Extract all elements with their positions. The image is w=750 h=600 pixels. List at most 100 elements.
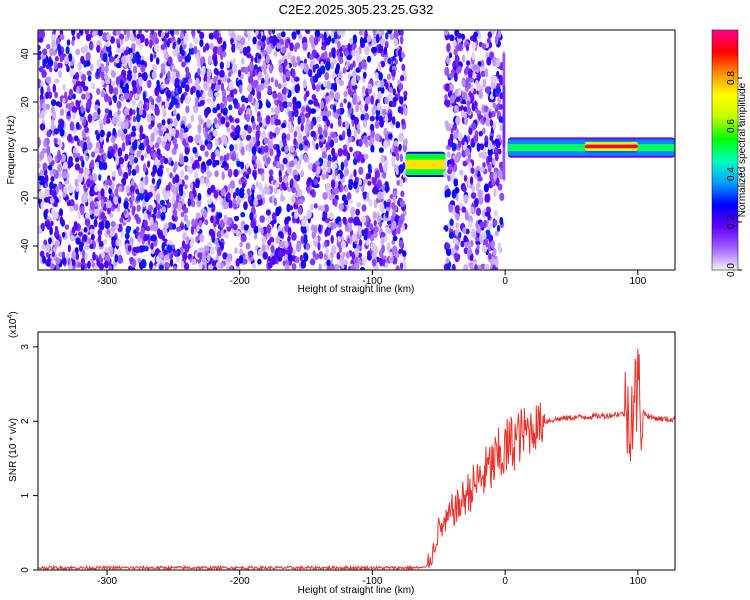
- heatmap-cell: [327, 222, 332, 228]
- heatmap-cell: [53, 128, 60, 135]
- heatmap-cell: [240, 95, 246, 103]
- heatmap-cell: [110, 136, 116, 144]
- heatmap-cell: [281, 46, 287, 54]
- heatmap-cell: [482, 127, 486, 135]
- heatmap-cell: [289, 160, 295, 168]
- heatmap-cell: [284, 145, 289, 154]
- heatmap-cell: [492, 121, 496, 132]
- heatmap-cell: [256, 140, 261, 146]
- heatmap-cell: [121, 133, 126, 141]
- heatmap-cell: [395, 121, 401, 129]
- heatmap-cell: [314, 224, 318, 234]
- heatmap-cell: [167, 56, 173, 66]
- heatmap-cell: [287, 245, 293, 255]
- heatmap-cell: [366, 192, 370, 202]
- colorbar-tick-label: 0.0: [726, 263, 737, 277]
- heatmap-cell: [111, 116, 117, 126]
- heatmap-cell: [175, 226, 182, 232]
- heatmap-cell: [150, 132, 155, 142]
- heatmap-cell: [460, 109, 465, 118]
- heatmap-cell: [274, 126, 281, 136]
- heatmap-cell: [179, 246, 184, 255]
- heatmap-cell: [169, 172, 173, 179]
- heatmap-cell: [400, 74, 405, 82]
- heatmap-cell: [195, 97, 199, 108]
- heatmap-cell: [129, 154, 135, 162]
- heatmap-cell: [470, 176, 474, 185]
- heatmap-cell: [62, 97, 66, 104]
- heatmap-cell: [158, 251, 164, 259]
- heatmap-cell: [100, 212, 106, 219]
- heatmap-cell: [458, 141, 462, 148]
- heatmap-cell: [110, 221, 116, 228]
- heatmap-cell: [138, 43, 143, 50]
- heatmap-cell: [191, 258, 197, 266]
- heatmap-cell: [281, 81, 288, 90]
- heatmap-cell: [300, 259, 307, 269]
- heatmap-cell: [150, 30, 155, 36]
- heatmap-cell: [217, 46, 223, 56]
- heatmap-cell: [51, 99, 57, 107]
- heatmap-cell: [135, 122, 141, 131]
- heatmap-cell: [94, 30, 98, 36]
- heatmap-cell: [144, 30, 149, 33]
- heatmap-cell: [86, 135, 91, 145]
- heatmap-cell: [499, 104, 504, 110]
- heatmap-cell: [200, 56, 204, 66]
- heatmap-cell: [164, 101, 170, 109]
- heatmap-cell: [459, 169, 464, 176]
- heatmap-cell: [219, 155, 224, 162]
- heatmap-cell: [75, 80, 82, 87]
- heatmap-cell: [463, 68, 469, 75]
- heatmap-cell: [398, 164, 404, 174]
- heatmap-cell: [257, 40, 263, 47]
- heatmap-cell: [458, 232, 462, 239]
- heatmap-cell: [259, 215, 266, 223]
- heatmap-cell: [104, 220, 111, 230]
- heatmap-cell: [444, 190, 448, 198]
- heatmap-cell: [454, 72, 458, 79]
- heatmap-cell: [193, 37, 199, 45]
- heatmap-cell: [103, 161, 108, 171]
- heatmap-cell: [89, 228, 95, 234]
- heatmap-cell: [267, 85, 272, 95]
- heatmap-cell: [173, 109, 177, 117]
- heatmap-cell: [224, 137, 228, 147]
- heatmap-cell: [67, 257, 71, 267]
- heatmap-cell: [363, 192, 367, 200]
- heatmap-cell: [398, 143, 402, 151]
- heatmap-cell: [472, 41, 477, 50]
- heatmap-cell: [377, 90, 383, 100]
- heatmap-cell: [352, 95, 357, 106]
- x-tick-label: -300: [97, 276, 117, 287]
- heatmap-cell: [63, 56, 69, 65]
- heatmap-cell: [303, 237, 308, 244]
- heatmap-cell: [160, 44, 165, 51]
- heatmap-cell: [351, 70, 357, 78]
- heatmap-cell: [144, 175, 149, 186]
- heatmap-cell: [126, 72, 133, 81]
- heatmap-cell: [74, 163, 80, 171]
- snr-y-multiplier-exponent: 4: [7, 315, 14, 319]
- heatmap-cell: [45, 252, 50, 258]
- heatmap-cell: [64, 224, 70, 231]
- heatmap-cell: [125, 55, 131, 64]
- heatmap-cell: [476, 83, 482, 92]
- heatmap-cell: [401, 63, 406, 72]
- heatmap-cell: [204, 150, 209, 158]
- heatmap-cell: [52, 110, 57, 120]
- heatmap-cell: [190, 114, 195, 123]
- heatmap-cell: [200, 89, 204, 96]
- heatmap-cell: [374, 120, 380, 129]
- heatmap-cell: [252, 36, 257, 45]
- heatmap-cell: [38, 162, 41, 169]
- heatmap-cell: [357, 258, 362, 264]
- heatmap-cell: [378, 162, 383, 170]
- heatmap-cell: [123, 92, 130, 100]
- heatmap-cell: [179, 31, 184, 40]
- x-tick-label: 0: [502, 576, 508, 587]
- heatmap-cell: [454, 154, 461, 164]
- heatmap-cell: [39, 123, 46, 131]
- heatmap-cell: [375, 115, 379, 121]
- heatmap-cell: [322, 81, 327, 88]
